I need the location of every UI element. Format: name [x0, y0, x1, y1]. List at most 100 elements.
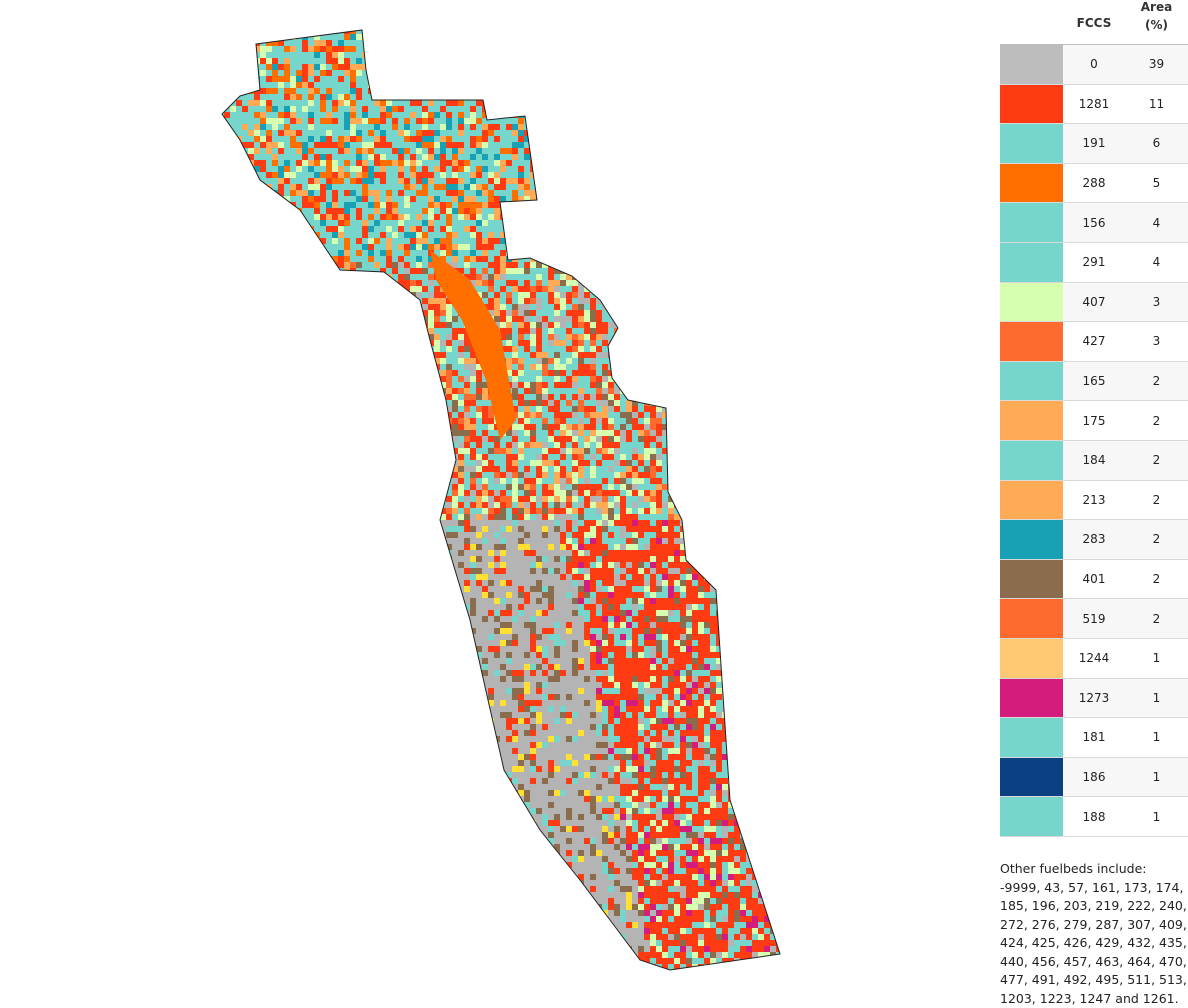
- map-pixel: [596, 256, 602, 262]
- map-pixel: [602, 256, 608, 262]
- map-pixel: [494, 244, 500, 250]
- map-pixel: [260, 232, 266, 238]
- map-pixel: [716, 238, 722, 244]
- map-pixel: [272, 304, 278, 310]
- map-pixel: [596, 118, 602, 124]
- map-pixel: [362, 250, 368, 256]
- map-pixel: [770, 262, 776, 268]
- map-pixel: [632, 124, 638, 130]
- map-pixel: [272, 70, 278, 76]
- map-pixel: [554, 76, 560, 82]
- map-pixel: [296, 262, 302, 268]
- map-pixel: [368, 238, 374, 244]
- map-pixel: [548, 94, 554, 100]
- map-pixel: [620, 298, 626, 304]
- map-pixel: [572, 160, 578, 166]
- map-pixel: [500, 214, 506, 220]
- map-pixel: [536, 160, 542, 166]
- map-pixel: [494, 172, 500, 178]
- map-pixel: [674, 274, 680, 280]
- map-pixel: [482, 46, 488, 52]
- map-pixel: [596, 298, 602, 304]
- map-pixel: [542, 280, 548, 286]
- map-pixel: [764, 46, 770, 52]
- map-pixel: [344, 70, 350, 76]
- map-pixel: [254, 64, 260, 70]
- map-pixel: [764, 88, 770, 94]
- map-pixel: [476, 88, 482, 94]
- map-pixel: [404, 340, 410, 346]
- map-pixel: [452, 58, 458, 64]
- map-pixel: [638, 226, 644, 232]
- map-pixel: [222, 286, 224, 292]
- map-pixel: [752, 220, 758, 226]
- map-pixel: [272, 334, 278, 340]
- map-pixel: [440, 40, 446, 46]
- map-pixel: [506, 88, 512, 94]
- map-pixel: [386, 166, 392, 172]
- map-pixel: [734, 286, 740, 292]
- map-pixel: [602, 196, 608, 202]
- map-pixel: [380, 64, 386, 70]
- map-pixel: [422, 262, 428, 268]
- map-pixel: [410, 304, 416, 310]
- map-pixel: [428, 88, 434, 94]
- map-pixel: [770, 112, 776, 118]
- map-pixel: [662, 208, 668, 214]
- map-pixel: [668, 208, 674, 214]
- map-pixel: [662, 148, 668, 154]
- map-pixel: [410, 232, 416, 238]
- map-pixel: [422, 184, 428, 190]
- map-pixel: [446, 94, 452, 100]
- map-pixel: [566, 298, 572, 304]
- map-pixel: [566, 334, 572, 340]
- map-pixel: [260, 286, 266, 292]
- map-pixel: [626, 202, 632, 208]
- map-pixel: [446, 118, 452, 124]
- map-pixel: [746, 64, 752, 70]
- map-pixel: [374, 70, 380, 76]
- map-pixel: [656, 274, 662, 280]
- map-pixel: [644, 214, 650, 220]
- map-pixel: [680, 30, 686, 34]
- map-pixel: [458, 262, 464, 268]
- map-pixel: [488, 130, 494, 136]
- map-pixel: [716, 70, 722, 76]
- map-pixel: [350, 340, 356, 346]
- map-pixel: [242, 94, 248, 100]
- map-pixel: [566, 46, 572, 52]
- map-pixel: [404, 256, 410, 262]
- map-pixel: [404, 286, 410, 292]
- map-pixel: [650, 106, 656, 112]
- map-pixel: [644, 76, 650, 82]
- map-pixel: [740, 64, 746, 70]
- map-pixel: [398, 328, 404, 334]
- map-pixel: [740, 112, 746, 118]
- map-pixel: [452, 82, 458, 88]
- map-pixel: [584, 124, 590, 130]
- map-pixel: [716, 142, 722, 148]
- map-pixel: [704, 232, 710, 238]
- map-pixel: [452, 112, 458, 118]
- map-pixel: [236, 52, 242, 58]
- map-pixel: [434, 70, 440, 76]
- map-pixel: [500, 178, 506, 184]
- map-pixel: [386, 262, 392, 268]
- map-pixel: [446, 136, 452, 142]
- map-pixel: [632, 166, 638, 172]
- map-pixel: [500, 334, 506, 340]
- map-pixel: [542, 88, 548, 94]
- map-pixel: [728, 64, 734, 70]
- map-pixel: [662, 232, 668, 238]
- map-pixel: [338, 118, 344, 124]
- map-pixel: [404, 160, 410, 166]
- map-pixel: [758, 166, 764, 172]
- map-pixel: [368, 274, 374, 280]
- map-pixel: [284, 244, 290, 250]
- map-pixel: [500, 58, 506, 64]
- map-pixel: [542, 124, 548, 130]
- map-pixel: [764, 76, 770, 82]
- map-pixel: [572, 154, 578, 160]
- map-pixel: [662, 52, 668, 58]
- map-pixel: [222, 148, 224, 154]
